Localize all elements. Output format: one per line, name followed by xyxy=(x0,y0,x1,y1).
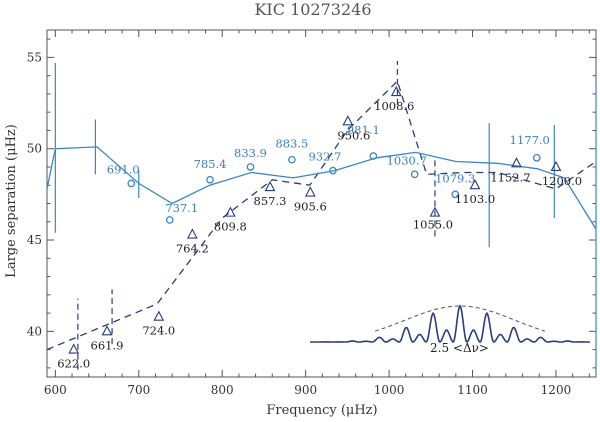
data-label-blue: 691.0 xyxy=(107,162,140,176)
data-label: 764.2 xyxy=(176,242,209,256)
triangle-marker xyxy=(304,186,316,197)
data-label-blue: 883.5 xyxy=(275,137,308,151)
triangle-marker xyxy=(153,310,165,321)
circle-marker xyxy=(127,179,136,188)
x-tick-label: 800 xyxy=(211,383,234,397)
y-axis-label: Large separation (μHz) xyxy=(4,124,19,278)
data-label-blue: 1079.3 xyxy=(435,171,475,185)
x-tick-label: 1000 xyxy=(374,383,405,397)
circle-marker xyxy=(165,216,174,224)
triangle-marker xyxy=(224,206,236,217)
data-label: 724.0 xyxy=(142,324,175,338)
x-tick-label: 700 xyxy=(127,383,150,397)
data-label-blue: 932.7 xyxy=(308,150,341,164)
triangle-marker xyxy=(264,180,276,192)
chart-title: KIC 10273246 xyxy=(254,0,371,19)
x-tick-label: 1200 xyxy=(541,383,572,397)
data-label-blue: 833.9 xyxy=(234,146,267,160)
data-label-blue: 737.1 xyxy=(165,201,198,215)
circle-marker xyxy=(329,166,337,175)
data-label: 661.9 xyxy=(91,338,124,352)
data-label: 1152.7 xyxy=(490,170,530,184)
data-label: 950.6 xyxy=(337,128,370,142)
x-tick-label: 1100 xyxy=(457,383,488,397)
x-tick-label: 600 xyxy=(44,383,67,397)
data-label-blue: 785.4 xyxy=(194,157,227,171)
triangle-marker xyxy=(511,157,522,168)
circle-marker xyxy=(410,170,419,179)
triangle-marker xyxy=(550,160,562,172)
circle-marker xyxy=(532,153,541,162)
data-label: 1103.0 xyxy=(455,192,495,206)
x-tick-label: 900 xyxy=(294,383,317,397)
circle-marker xyxy=(451,190,460,199)
circle-marker xyxy=(288,155,296,164)
circle-marker xyxy=(369,152,378,160)
triangle-marker xyxy=(390,85,402,97)
data-label: 809.8 xyxy=(214,220,247,234)
y-tick-label: 55 xyxy=(27,50,42,64)
data-label: 622.0 xyxy=(57,357,90,371)
triangle-marker xyxy=(68,343,80,354)
data-label: 857.3 xyxy=(254,194,287,208)
triangle-marker xyxy=(186,228,198,239)
window-envelope xyxy=(374,305,546,332)
circle-marker xyxy=(246,163,255,171)
triangle-marker xyxy=(342,115,354,126)
data-label-blue: 1177.0 xyxy=(510,133,550,147)
data-label-blue: 1030.7 xyxy=(387,153,427,167)
triangle-marker xyxy=(429,206,441,217)
dashed-fit-line xyxy=(46,79,597,351)
triangle-marker xyxy=(469,179,481,190)
circle-marker xyxy=(206,175,214,184)
inset-label: 2.5 <Δν> xyxy=(430,341,489,355)
data-label: 1200.0 xyxy=(542,174,582,188)
y-tick-label: 45 xyxy=(27,233,42,247)
data-label: 1055.0 xyxy=(413,218,453,232)
data-label: 1008.6 xyxy=(374,99,414,113)
x-axis-label: Frequency (μHz) xyxy=(266,403,377,418)
data-label-blue: 981.1 xyxy=(347,123,380,137)
window-function-curve xyxy=(310,304,590,344)
y-tick-label: 50 xyxy=(27,142,42,156)
triangle-marker xyxy=(101,325,113,336)
y-tick-label: 40 xyxy=(27,324,42,338)
solid-fit-line xyxy=(46,146,597,230)
data-label: 905.6 xyxy=(294,200,327,214)
